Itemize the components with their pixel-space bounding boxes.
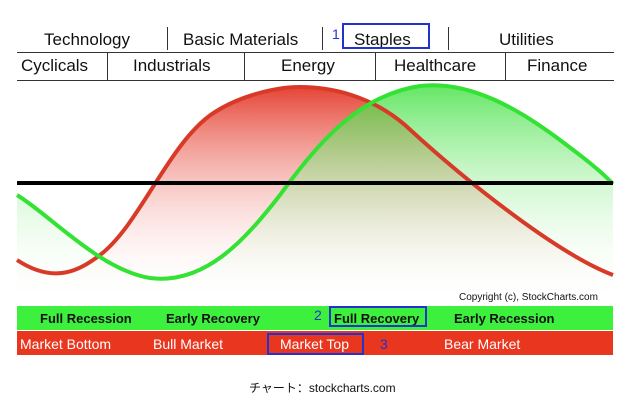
stage-bull-market: Bull Market [153, 336, 224, 352]
stage-full-recovery: Full Recovery [334, 311, 420, 326]
economy-curve [15, 83, 615, 281]
sector-utilities: Utilities [499, 30, 554, 49]
stage-market-top: Market Top [280, 336, 349, 352]
stage-early-recovery: Early Recovery [166, 311, 260, 326]
sector-energy: Energy [281, 56, 335, 75]
copyright-text: Copyright (c), StockCharts.com [459, 292, 598, 303]
divider [375, 53, 376, 80]
stage-bear-market: Bear Market [444, 336, 521, 352]
market-stage-band [17, 331, 613, 355]
divider [448, 27, 449, 50]
row-separator [17, 80, 614, 81]
divider [322, 27, 323, 50]
divider [505, 53, 506, 80]
divider [167, 27, 168, 50]
sector-technology: Technology [44, 30, 131, 49]
economy-stage-band [17, 306, 613, 330]
stage-market-bottom: Market Bottom [20, 336, 112, 352]
sector-healthcare: Healthcare [394, 56, 477, 75]
divider [107, 53, 108, 80]
sector-basic-materials: Basic Materials [183, 30, 299, 49]
row-separator [17, 52, 614, 53]
marker-3: 3 [380, 336, 388, 352]
economy-curve-fill [17, 85, 613, 300]
stage-full-recession: Full Recession [40, 311, 132, 326]
sector-cyclicals: Cyclicals [21, 56, 89, 75]
highlight-box-market-top [267, 333, 364, 355]
highlight-box-staples [342, 23, 430, 49]
source-caption: チャート：stockcharts.com [249, 381, 396, 395]
marker-2: 2 [314, 307, 322, 323]
sector-staples: Staples [354, 30, 411, 49]
sector-finance: Finance [527, 56, 588, 75]
stage-early-recession: Early Recession [454, 311, 555, 326]
divider [244, 53, 245, 80]
highlight-box-full-recovery [329, 306, 427, 327]
sector-industrials: Industrials [133, 56, 211, 75]
marker-1: 1 [332, 26, 340, 42]
